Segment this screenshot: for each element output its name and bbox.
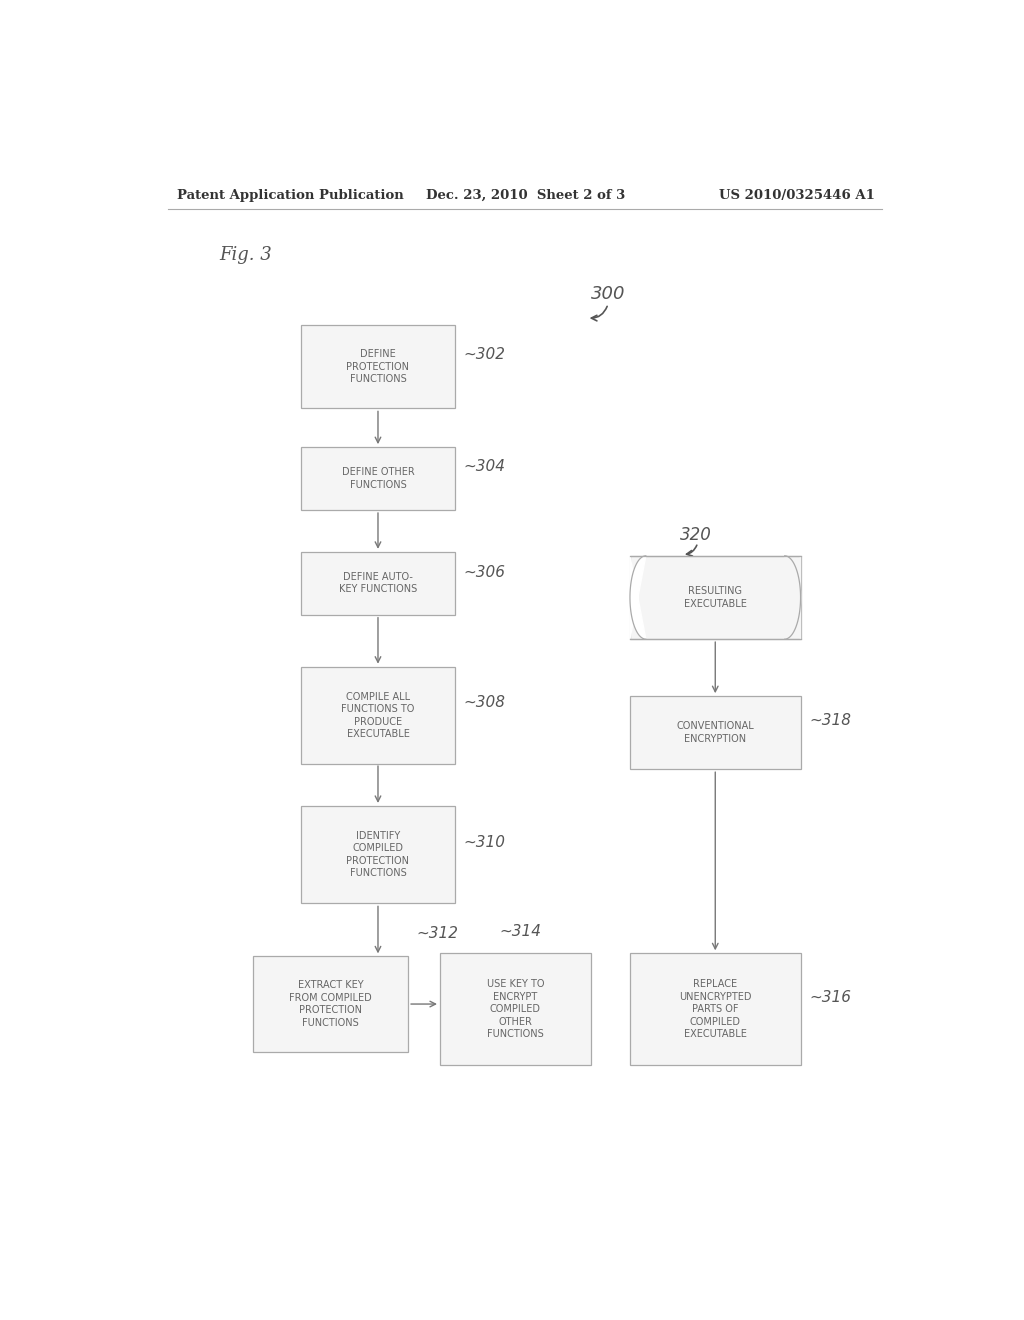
FancyBboxPatch shape [301, 667, 456, 764]
Text: DEFINE AUTO-
KEY FUNCTIONS: DEFINE AUTO- KEY FUNCTIONS [339, 572, 417, 594]
FancyBboxPatch shape [630, 556, 801, 639]
Text: ~318: ~318 [809, 713, 851, 727]
Text: COMPILE ALL
FUNCTIONS TO
PRODUCE
EXECUTABLE: COMPILE ALL FUNCTIONS TO PRODUCE EXECUTA… [341, 692, 415, 739]
Text: ~310: ~310 [463, 834, 505, 850]
FancyBboxPatch shape [630, 953, 801, 1065]
Text: ~302: ~302 [463, 347, 505, 362]
Text: ~308: ~308 [463, 696, 505, 710]
FancyBboxPatch shape [301, 807, 456, 903]
Text: IDENTIFY
COMPILED
PROTECTION
FUNCTIONS: IDENTIFY COMPILED PROTECTION FUNCTIONS [346, 832, 410, 878]
FancyBboxPatch shape [630, 696, 801, 770]
Polygon shape [784, 556, 801, 639]
Text: RESULTING
EXECUTABLE: RESULTING EXECUTABLE [684, 586, 746, 609]
Text: Fig. 3: Fig. 3 [219, 246, 272, 264]
FancyBboxPatch shape [440, 953, 591, 1065]
FancyBboxPatch shape [301, 447, 456, 510]
Text: 320: 320 [680, 525, 712, 544]
Text: CONVENTIONAL
ENCRYPTION: CONVENTIONAL ENCRYPTION [677, 722, 754, 744]
FancyBboxPatch shape [301, 552, 456, 615]
Text: ~316: ~316 [809, 990, 851, 1005]
Text: Dec. 23, 2010  Sheet 2 of 3: Dec. 23, 2010 Sheet 2 of 3 [426, 189, 625, 202]
Text: ~312: ~312 [416, 925, 458, 941]
FancyBboxPatch shape [301, 325, 456, 408]
Text: 300: 300 [591, 285, 626, 302]
Text: REPLACE
UNENCRYPTED
PARTS OF
COMPILED
EXECUTABLE: REPLACE UNENCRYPTED PARTS OF COMPILED EX… [679, 979, 752, 1039]
Text: US 2010/0325446 A1: US 2010/0325446 A1 [719, 189, 876, 202]
FancyBboxPatch shape [253, 956, 408, 1052]
Text: ~304: ~304 [463, 459, 505, 474]
Text: DEFINE OTHER
FUNCTIONS: DEFINE OTHER FUNCTIONS [342, 467, 415, 490]
Text: ~314: ~314 [500, 924, 542, 939]
Text: USE KEY TO
ENCRYPT
COMPILED
OTHER
FUNCTIONS: USE KEY TO ENCRYPT COMPILED OTHER FUNCTI… [486, 979, 544, 1039]
Text: Patent Application Publication: Patent Application Publication [177, 189, 403, 202]
Text: DEFINE
PROTECTION
FUNCTIONS: DEFINE PROTECTION FUNCTIONS [346, 350, 410, 384]
Text: ~306: ~306 [463, 565, 505, 581]
Polygon shape [630, 556, 646, 639]
Text: EXTRACT KEY
FROM COMPILED
PROTECTION
FUNCTIONS: EXTRACT KEY FROM COMPILED PROTECTION FUN… [289, 981, 372, 1028]
